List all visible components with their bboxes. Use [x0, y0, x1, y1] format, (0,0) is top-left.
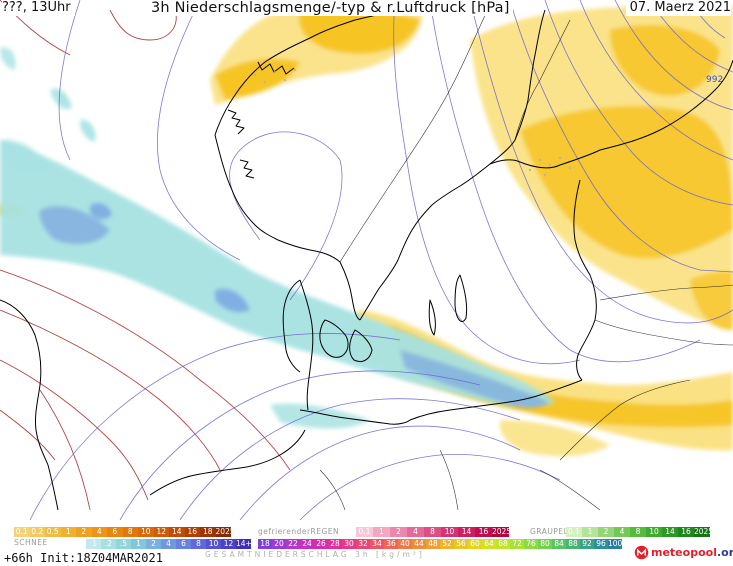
legend-rain-cell: 10 — [138, 527, 154, 537]
legend-total-cell: 100 — [608, 539, 622, 549]
legend-freezing-rain-cell: 10 — [441, 527, 458, 537]
legend-rain-cell: 0.2 — [29, 527, 45, 537]
legend-rain-cell: 14 — [169, 527, 185, 537]
legend-snow-cell: 8 — [191, 539, 206, 549]
legend-snow-label: SCHNEE — [14, 538, 48, 547]
legend-snow-cell: 4 — [161, 539, 176, 549]
legend-total-cell: 96 — [594, 539, 608, 549]
legend-freezing-rain-cell: 2 — [390, 527, 407, 537]
legend-snow-cell: 6 — [176, 539, 191, 549]
legend-total-cell: 34 — [370, 539, 384, 549]
legend-graupel-cell: 1 — [582, 527, 598, 537]
legend-total-cell: 20 — [272, 539, 286, 549]
run-info: +66h Init:18Z04MAR2021 — [4, 551, 163, 565]
brand-text: meteopool.org — [651, 546, 733, 559]
legend-graupel-cell: 16 — [678, 527, 694, 537]
legend-rain-cell: 6 — [107, 527, 123, 537]
legend-total-cell: 40 — [398, 539, 412, 549]
borders — [319, 4, 733, 511]
legend-freezing-rain-cell: 14 — [458, 527, 475, 537]
isobar-label: 992 — [706, 75, 723, 85]
legend-rain-cell: 0.5 — [45, 527, 61, 537]
legend-snow-cell: 12 — [221, 539, 236, 549]
legend-snow-scale: .1.2.5 1 2 4 6 8 10 12 14+ — [86, 539, 251, 549]
legend-freezing-rain-cell: 16 — [475, 527, 492, 537]
snow-field — [0, 47, 555, 429]
legend-total-scale: 18 20 22 24 26 28 30 32 34 36 40 44 48 52 56 60 64 68 72 76… — [258, 539, 622, 549]
legend-total-cell: 92 — [580, 539, 594, 549]
legend-snow-cell: 14+ — [236, 539, 251, 549]
legend-total-cell: 52 — [440, 539, 454, 549]
legend-rain-cell: 2 — [76, 527, 92, 537]
legend-freezing-rain-cell: 1 — [373, 527, 390, 537]
legend-graupel-cell: 4 — [614, 527, 630, 537]
legend-graupel-cell: 2025+ — [694, 527, 710, 537]
legend-rain-cell: 8 — [122, 527, 138, 537]
legend-total-cell: 76 — [524, 539, 538, 549]
legend-total-cell: 60 — [468, 539, 482, 549]
map-title: 3h Niederschlagsmenge/-typ & r.Luftdruck… — [148, 0, 513, 16]
legend-graupel-cell: 2 — [598, 527, 614, 537]
legend-total-cell: 72 — [510, 539, 524, 549]
legend-rain-cell: 16 — [184, 527, 200, 537]
legend-total-cell: 84 — [552, 539, 566, 549]
legend-freezing-rain-cell: 2025+ — [492, 527, 509, 537]
legend-snow-cell: .2 — [101, 539, 116, 549]
legend-graupel-cell: 8 — [630, 527, 646, 537]
legend-total-cell: 22 — [286, 539, 300, 549]
legend-total-cell: 48 — [426, 539, 440, 549]
meteopool-logo-icon — [634, 545, 649, 560]
legend-rain-cell: 18 — [200, 527, 216, 537]
isobars — [29, 0, 733, 521]
legend-freezing-rain-label: gefrierenderREGEN — [258, 527, 340, 536]
legend-snow-cell: .5 — [116, 539, 131, 549]
legend-rain-cell: 2025+ — [215, 527, 231, 537]
legend-total-cell: 26 — [314, 539, 328, 549]
legend-snow-cell: .1 — [86, 539, 101, 549]
legend-rain-cell: 4 — [91, 527, 107, 537]
legend-total-cell: 88 — [566, 539, 580, 549]
legend-rain-cell: 1 — [60, 527, 76, 537]
legend-total-cell: 56 — [454, 539, 468, 549]
legend-freezing-rain-cell: 4 — [407, 527, 424, 537]
legend-total-cell: 28 — [328, 539, 342, 549]
snow-markers — [253, 68, 572, 177]
legend-total-cell: 64 — [482, 539, 496, 549]
coastlines — [0, 9, 733, 511]
legend-total-cell: 18 — [258, 539, 272, 549]
legend-rain-scale: 0.10.20.51246810121416182025+ — [14, 527, 231, 537]
legend-total-cell: 30 — [342, 539, 356, 549]
legend-total-cell: 80 — [538, 539, 552, 549]
legend-rain-cell: 0.1 — [14, 527, 30, 537]
brand[interactable]: meteopool.org — [634, 545, 733, 560]
legend-total-label: GESAMTNIEDERSCHLAG 3h [kg/m²] — [205, 550, 425, 559]
forecast-time-label: ???, 13Uhr — [2, 0, 75, 16]
legend-graupel-cell: 10 — [646, 527, 662, 537]
legend-snow-cell: 2 — [146, 539, 161, 549]
legend-snow-cell: 10 — [206, 539, 221, 549]
legend-total-cell: 68 — [496, 539, 510, 549]
legend-graupel-cell: 0.1 — [566, 527, 582, 537]
legend-total-cell: 24 — [300, 539, 314, 549]
legend-graupel-cell: 14 — [662, 527, 678, 537]
legend-total-cell: 44 — [412, 539, 426, 549]
legend: 0.10.20.51246810121416182025+ gefrierend… — [0, 524, 733, 566]
legend-graupel-label: GRAUPEL — [530, 527, 569, 536]
legend-total-cell: 36 — [384, 539, 398, 549]
forecast-date: 07. Maerz 2021 — [625, 0, 731, 16]
legend-total-cell: 32 — [356, 539, 370, 549]
legend-freezing-rain-cell: 8 — [424, 527, 441, 537]
legend-snow-cell: 1 — [131, 539, 146, 549]
legend-rain-cell: 12 — [153, 527, 169, 537]
legend-freezing-rain-cell: 0.1 — [356, 527, 373, 537]
